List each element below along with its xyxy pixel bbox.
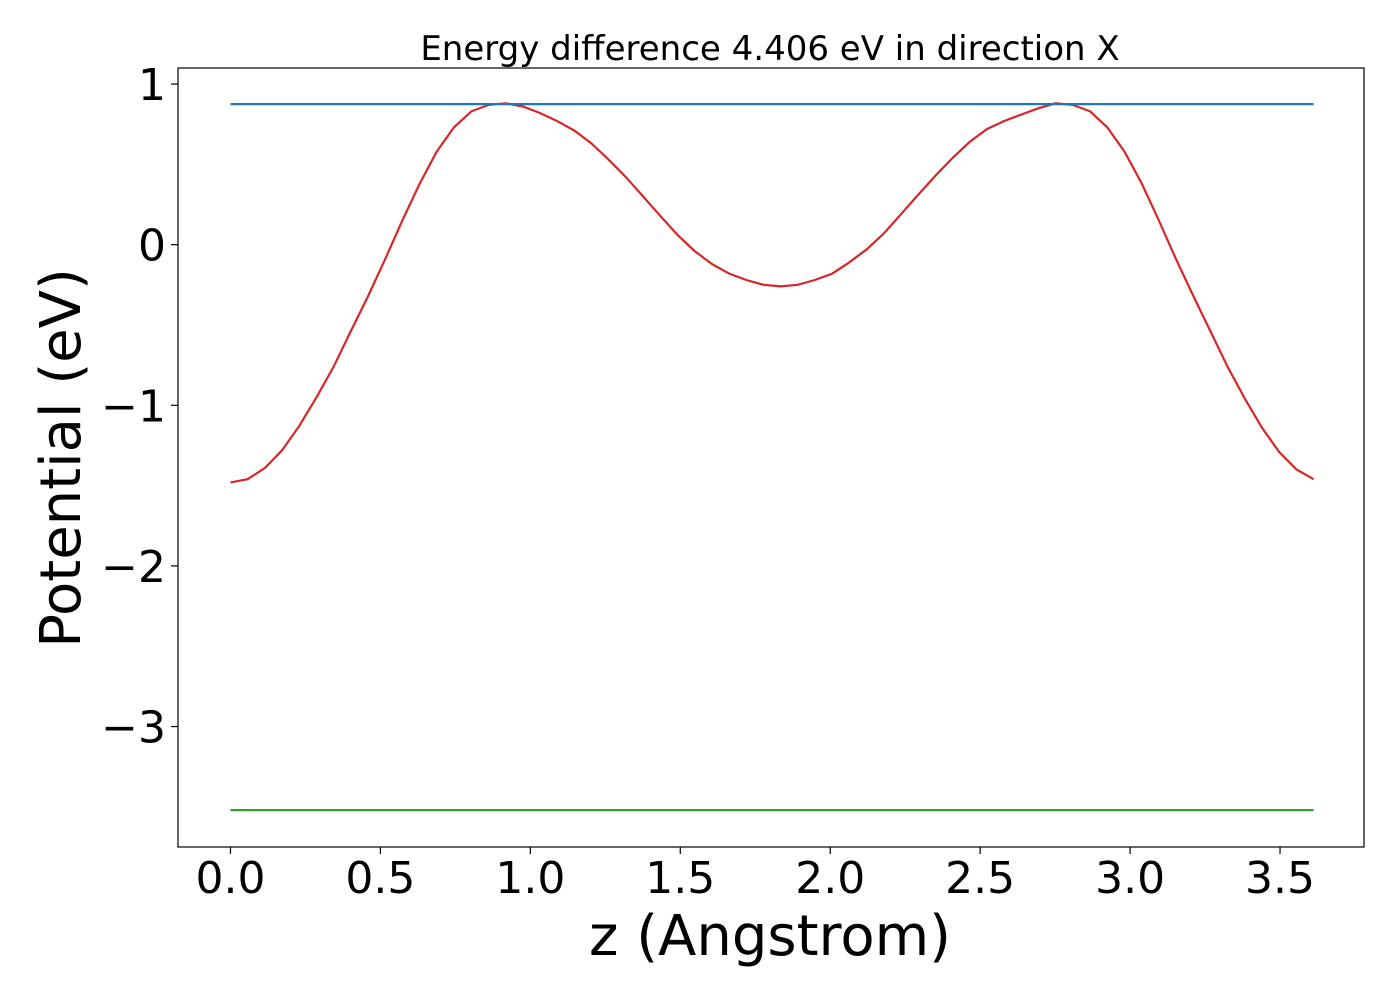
y-tick-label: −2 xyxy=(101,542,166,593)
chart-title: Energy difference 4.406 eV in direction … xyxy=(420,29,1119,69)
y-tick-label: −1 xyxy=(101,381,166,432)
y-tick-label: 1 xyxy=(138,60,166,111)
y-tick-label: −3 xyxy=(101,703,166,754)
x-tick-label: 0.0 xyxy=(195,853,265,904)
series-layer xyxy=(230,102,1315,812)
series-line-0 xyxy=(230,102,1315,484)
x-tick-label: 3.5 xyxy=(1245,853,1315,904)
x-tick-label: 1.0 xyxy=(495,853,565,904)
plot-area-frame xyxy=(177,67,1365,848)
x-tick-label: 0.5 xyxy=(345,853,415,904)
y-tick-label: 0 xyxy=(138,221,166,272)
x-axis: 0.0 0.5 1.0 1.5 2.0 2.5 3.0 3.5 xyxy=(195,847,1315,904)
y-axis-label: Potential (eV) xyxy=(29,268,94,648)
x-tick-label: 3.0 xyxy=(1095,853,1165,904)
x-axis-label: z (Angstrom) xyxy=(589,904,951,969)
x-tick-label: 2.0 xyxy=(795,853,865,904)
x-tick-label: 1.5 xyxy=(645,853,715,904)
y-axis: 1 0 −1 −2 −3 xyxy=(101,60,178,754)
x-tick-label: 2.5 xyxy=(945,853,1015,904)
